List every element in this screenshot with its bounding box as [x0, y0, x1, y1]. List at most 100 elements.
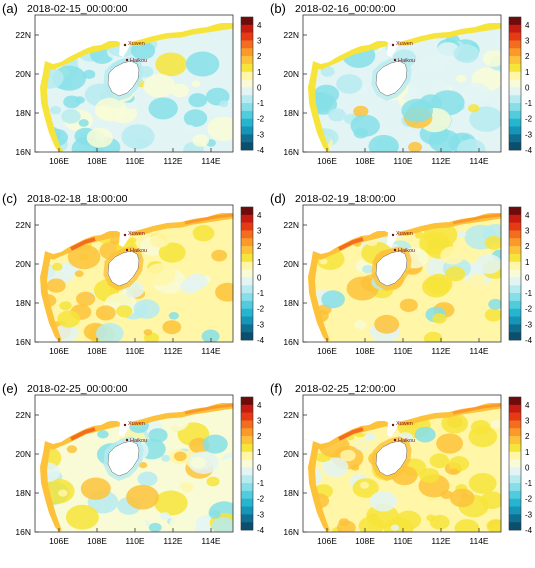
x-tick-label: 110E	[125, 346, 145, 356]
map-area: Xuwen Haikou 106E 108E 110E 112E 114E 22N 20N 18N…	[15, 204, 234, 356]
land-leizhou	[387, 42, 399, 57]
map-panel-4: (d) 2018-02-19_18:00:00 Xuwen Haikou 106E 108…	[268, 190, 535, 378]
field-cell	[158, 242, 186, 263]
field-cell	[126, 484, 159, 510]
x-tick-label: 114E	[201, 346, 221, 356]
xuwen-marker	[123, 233, 127, 237]
colorbar: 4 3 2 1 0 -1 -2 -3 -4	[240, 16, 265, 155]
xuwen-label: Xuwen	[128, 421, 145, 427]
haikou-label: Haikou	[130, 248, 147, 254]
panel-title: 2018-02-25_00:00:00	[27, 383, 128, 395]
field-cell	[486, 519, 501, 532]
field-cell	[346, 276, 379, 301]
colorbar-swatch	[509, 490, 521, 499]
field-cell	[321, 290, 345, 309]
colorbar-swatch	[509, 246, 521, 255]
field-cell	[183, 109, 208, 127]
y-tick-label: 18N	[15, 108, 31, 118]
colorbar-swatch	[509, 412, 521, 421]
panel-label: (b)	[270, 1, 286, 16]
land-mainland	[303, 15, 501, 64]
colorbar-swatch	[241, 428, 253, 437]
x-tick-label: 110E	[393, 346, 413, 356]
land-leizhou	[387, 422, 399, 437]
field-cell	[401, 98, 433, 123]
panel-label: (a)	[2, 1, 18, 16]
field-cell	[201, 329, 220, 342]
field-cell	[212, 517, 233, 532]
y-tick-label: 22N	[283, 220, 299, 230]
colorbar-swatch	[241, 71, 253, 80]
map-svg: (a) 2018-02-15_00:00:00 Xuwen Haikou 106E 108…	[2, 1, 265, 166]
field-cell	[360, 481, 370, 489]
colorbar-label: -3	[525, 130, 533, 139]
field-cell	[353, 127, 368, 139]
haikou-marker	[125, 438, 129, 442]
field-cell	[74, 270, 84, 277]
colorbar-swatch	[241, 222, 253, 231]
colorbar-label: -3	[525, 320, 533, 329]
field-cell	[218, 457, 233, 479]
y-tick-label: 22N	[283, 30, 299, 40]
colorbar-swatch	[509, 443, 521, 453]
colorbar-swatch	[241, 483, 253, 492]
colorbar-label: -2	[257, 495, 265, 504]
colorbar-swatch	[509, 269, 521, 278]
colorbar-swatch	[509, 253, 521, 263]
x-tick-label: 112E	[431, 156, 451, 166]
field-cell	[338, 518, 350, 527]
map-frame	[34, 394, 234, 533]
colorbar-swatch	[509, 308, 521, 317]
field-cell	[145, 263, 176, 286]
field-cell	[128, 237, 137, 244]
colorbar: 4 3 2 1 0 -1 -2 -3 -4	[240, 206, 265, 345]
field-cell	[414, 426, 436, 443]
colorbar-label: -3	[257, 130, 265, 139]
coastal-hot	[184, 403, 233, 415]
xuwen-label: Xuwen	[396, 421, 413, 427]
west-coast-band	[304, 59, 330, 152]
colorbar-label: -1	[257, 479, 265, 488]
colorbar-swatch	[241, 110, 253, 119]
map-panel-6: (f) 2018-02-25_12:00:00 Xuwen Haikou 106E 108…	[268, 380, 535, 568]
x-tick-label: 114E	[469, 536, 489, 546]
x-tick-label: 108E	[87, 536, 107, 546]
field-cell	[207, 116, 233, 141]
land-hainan	[375, 60, 408, 97]
x-tick-label: 108E	[355, 156, 375, 166]
colorbar-swatch	[509, 522, 521, 531]
coastal-band	[303, 21, 501, 70]
colorbar-swatch	[241, 95, 253, 104]
field-cell	[190, 456, 207, 469]
map-panel-5: (e) 2018-02-25_00:00:00 Xuwen Haikou 106E 108…	[0, 380, 267, 568]
field-cell	[150, 232, 170, 248]
y-tick-label: 22N	[15, 220, 31, 230]
colorbar-swatch	[509, 230, 521, 239]
field-cell	[322, 457, 349, 478]
field-cell	[454, 519, 480, 532]
map-svg: (b) 2018-02-16_00:00:00 Xuwen Haikou 106E 108…	[270, 1, 533, 166]
y-tick-label: 22N	[283, 410, 299, 420]
map-panel-3: (c) 2018-02-18_18:00:00 Xuwen Haikou 106E 108…	[0, 190, 267, 378]
field-cell	[488, 298, 501, 310]
field-cell	[175, 230, 195, 245]
field-cell	[364, 432, 376, 441]
colorbar-swatch	[241, 300, 253, 309]
field-cell	[80, 279, 91, 287]
colorbar-swatch	[241, 230, 253, 239]
field-cell	[50, 106, 62, 115]
colorbar-label: 2	[525, 432, 530, 441]
colorbar-swatch	[509, 436, 521, 445]
x-tick-label: 106E	[49, 346, 69, 356]
panel-label: (c)	[2, 191, 17, 206]
x-tick-label: 106E	[317, 536, 337, 546]
land-leizhou	[119, 42, 131, 57]
field-cell	[191, 80, 201, 88]
colorbar-label: 3	[257, 37, 262, 46]
y-tick-label: 20N	[15, 449, 31, 459]
colorbar-swatch	[509, 451, 521, 460]
colorbar-label: -2	[525, 305, 533, 314]
map-panel-1: (a) 2018-02-15_00:00:00 Xuwen Haikou 106E 108…	[0, 0, 267, 188]
field-cell	[184, 124, 195, 133]
colorbar-swatch	[241, 79, 253, 88]
